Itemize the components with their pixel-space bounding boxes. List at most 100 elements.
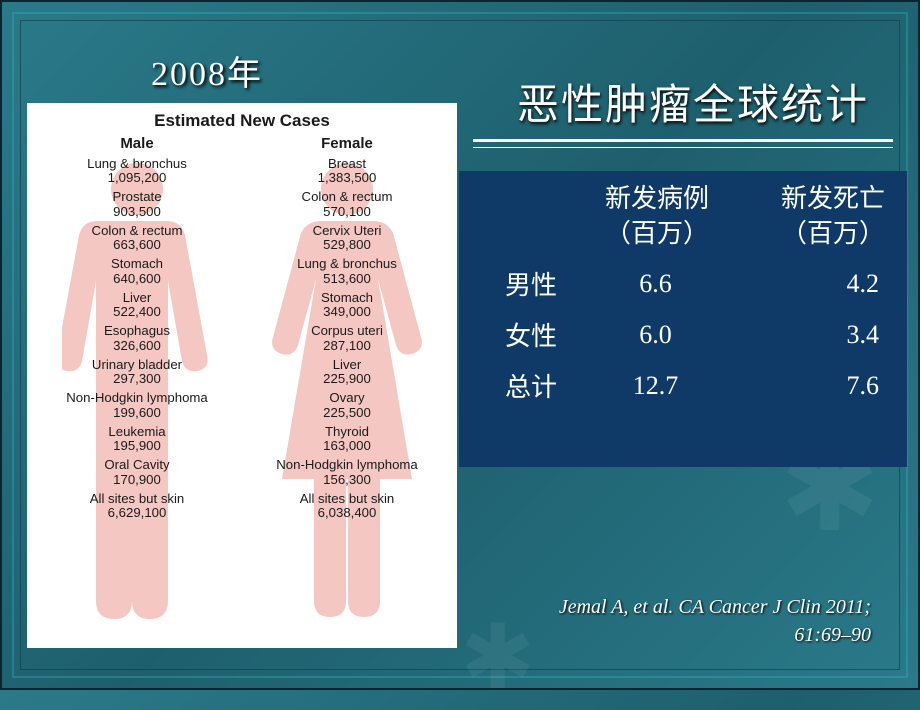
stats-row: 男性6.64.2 xyxy=(481,265,885,302)
cancer-name: Esophagus xyxy=(37,324,237,339)
list-item: Liver225,900 xyxy=(247,358,447,387)
female-label: Female xyxy=(247,135,447,152)
cancer-value: 663,600 xyxy=(37,238,237,253)
cancer-value: 522,400 xyxy=(37,305,237,320)
list-item: Colon & rectum663,600 xyxy=(37,224,237,253)
female-column: Female Breast1,383,500 Colon & rectum570,… xyxy=(247,135,447,525)
citation-l1: Jemal A, et al. CA Cancer J Clin 2011; xyxy=(559,596,871,618)
card-columns: Male Lung & bronchus1,095,200Prostate903… xyxy=(37,135,447,525)
list-item: Urinary bladder297,300 xyxy=(37,358,237,387)
stats-row: 女性6.03.4 xyxy=(481,316,885,353)
cancer-name: Prostate xyxy=(37,190,237,205)
cancer-name: Ovary xyxy=(247,391,447,406)
cancer-name: Colon & rectum xyxy=(247,190,447,205)
cancer-value: 326,600 xyxy=(37,339,237,354)
list-item: Lung & bronchus1,095,200 xyxy=(37,157,237,186)
cancer-value: 529,800 xyxy=(247,238,447,253)
right-title: 恶性肿瘤全球统计 xyxy=(517,71,869,132)
cancer-value: 163,000 xyxy=(247,439,447,454)
stats-header-cases-l2: （百万） xyxy=(605,219,709,248)
citation-l2: 61:69–90 xyxy=(794,624,871,646)
list-item: All sites but skin6,629,100 xyxy=(37,492,237,521)
list-item: Stomach349,000 xyxy=(247,291,447,320)
cancer-name: Lung & bronchus xyxy=(37,157,237,172)
list-item: Colon & rectum570,100 xyxy=(247,190,447,219)
list-item: Prostate903,500 xyxy=(37,190,237,219)
slide-content: 2008年 Estimated New Cases Male Lung & br… xyxy=(20,20,900,670)
cancer-name: Corpus uteri xyxy=(247,324,447,339)
male-list: Lung & bronchus1,095,200 Prostate903,500 C… xyxy=(37,157,237,521)
stats-row: 总计12.77.6 xyxy=(481,367,885,404)
cancer-name: Liver xyxy=(37,291,237,306)
cancer-name: Stomach xyxy=(247,291,447,306)
cancer-value: 287,100 xyxy=(247,339,447,354)
cancer-value: 513,600 xyxy=(247,272,447,287)
male-label: Male xyxy=(37,135,237,152)
cancer-value: 640,600 xyxy=(37,272,237,287)
cancer-value: 6,038,400 xyxy=(247,506,447,521)
cancer-name: Cervix Uteri xyxy=(247,224,447,239)
stats-row-deaths: 3.4 xyxy=(730,320,885,350)
female-list: Breast1,383,500 Colon & rectum570,100 Cerv… xyxy=(247,157,447,521)
stats-row-label: 女性 xyxy=(481,316,581,353)
stats-header-cases: 新发病例 （百万） xyxy=(581,181,733,251)
stats-row-label: 男性 xyxy=(481,265,581,302)
cancer-value: 199,600 xyxy=(37,406,237,421)
cancer-name: Oral Cavity xyxy=(37,458,237,473)
stats-row-cases: 6.6 xyxy=(581,269,730,299)
stats-header-cases-l1: 新发病例 xyxy=(605,184,709,213)
list-item: Esophagus326,600 xyxy=(37,324,237,353)
cancer-value: 6,629,100 xyxy=(37,506,237,521)
stats-table: 新发病例 （百万） 新发死亡 （百万） 男性6.64.2 女性6.03.4 总计12… xyxy=(459,171,907,467)
stats-header: 新发病例 （百万） 新发死亡 （百万） xyxy=(481,181,885,251)
list-item: Stomach640,600 xyxy=(37,257,237,286)
year-label: 2008年 xyxy=(151,46,263,95)
cancer-name: All sites but skin xyxy=(247,492,447,507)
cancer-value: 156,300 xyxy=(247,473,447,488)
cancer-name: Liver xyxy=(247,358,447,373)
cancer-name: Thyroid xyxy=(247,425,447,440)
list-item: Leukemia195,900 xyxy=(37,425,237,454)
male-column: Male Lung & bronchus1,095,200 Prostate903… xyxy=(37,135,237,525)
list-item: Non-Hodgkin lymphoma199,600 xyxy=(37,391,237,420)
slide-inner-frame: 2008年 Estimated New Cases Male Lung & br… xyxy=(12,12,908,678)
cancer-name: Urinary bladder xyxy=(37,358,237,373)
title-rule-thin xyxy=(473,147,893,148)
stats-header-deaths: 新发死亡 （百万） xyxy=(733,181,885,251)
stats-row-label: 总计 xyxy=(481,367,581,404)
cancer-name: Breast xyxy=(247,157,447,172)
list-item: Breast1,383,500 xyxy=(247,157,447,186)
cancer-name: Lung & bronchus xyxy=(247,257,447,272)
cancer-value: 903,500 xyxy=(37,205,237,220)
cancer-value: 570,100 xyxy=(247,205,447,220)
cancer-name: Leukemia xyxy=(37,425,237,440)
cancer-name: All sites but skin xyxy=(37,492,237,507)
cancer-value: 297,300 xyxy=(37,372,237,387)
stats-row-deaths: 7.6 xyxy=(730,371,885,401)
stats-header-spacer xyxy=(481,181,581,251)
cancer-name: Stomach xyxy=(37,257,237,272)
cancer-value: 349,000 xyxy=(247,305,447,320)
list-item: Liver522,400 xyxy=(37,291,237,320)
cancer-name: Colon & rectum xyxy=(37,224,237,239)
list-item: Thyroid163,000 xyxy=(247,425,447,454)
list-item: Ovary225,500 xyxy=(247,391,447,420)
stats-header-deaths-l2: （百万） xyxy=(781,219,885,248)
citation: Jemal A, et al. CA Cancer J Clin 2011; 6… xyxy=(559,593,871,649)
cancer-value: 1,383,500 xyxy=(247,171,447,186)
cancer-name: Non-Hodgkin lymphoma xyxy=(247,458,447,473)
stats-header-deaths-l1: 新发死亡 xyxy=(781,184,885,213)
list-item: Cervix Uteri529,800 xyxy=(247,224,447,253)
slide-outer-frame: 2008年 Estimated New Cases Male Lung & br… xyxy=(0,0,920,690)
list-item: All sites but skin6,038,400 xyxy=(247,492,447,521)
stats-row-cases: 6.0 xyxy=(581,320,730,350)
list-item: Oral Cavity170,900 xyxy=(37,458,237,487)
list-item: Non-Hodgkin lymphoma156,300 xyxy=(247,458,447,487)
card-title: Estimated New Cases xyxy=(37,111,447,131)
cancer-value: 1,095,200 xyxy=(37,171,237,186)
title-rule-thick xyxy=(473,139,893,142)
stats-row-cases: 12.7 xyxy=(581,371,730,401)
list-item: Corpus uteri287,100 xyxy=(247,324,447,353)
cancer-value: 170,900 xyxy=(37,473,237,488)
list-item: Lung & bronchus513,600 xyxy=(247,257,447,286)
